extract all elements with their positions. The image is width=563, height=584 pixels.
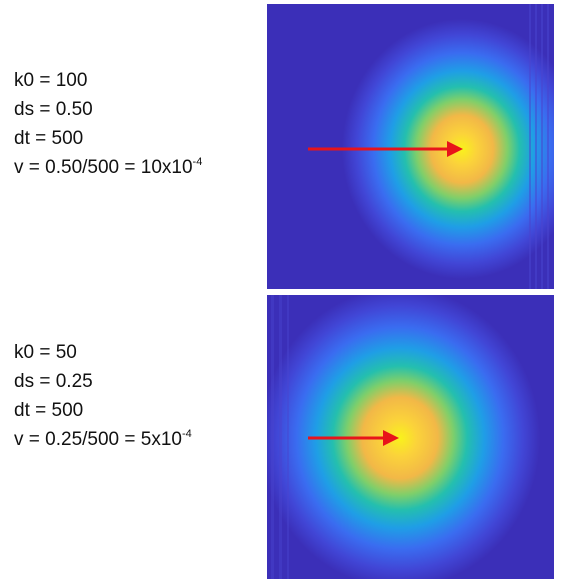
direction-arrow bbox=[308, 430, 399, 446]
velocity-text: v = 0.50/500 = 10x10 bbox=[14, 157, 193, 178]
wave-packet-plot-2 bbox=[267, 295, 554, 579]
velocity-exponent: -4 bbox=[192, 156, 203, 168]
velocity-exponent: -4 bbox=[181, 428, 192, 440]
velocity-label: v = 0.25/500 = 5x10-4 bbox=[14, 425, 192, 454]
velocity-label: v = 0.50/500 = 10x10-4 bbox=[14, 153, 202, 182]
ds-label: ds = 0.50 bbox=[14, 99, 93, 120]
k0-label: k0 = 100 bbox=[14, 70, 88, 91]
ripple-artifacts bbox=[271, 295, 289, 579]
wave-packet-plot-1 bbox=[267, 4, 554, 289]
dt-label: dt = 500 bbox=[14, 128, 84, 149]
k0-label: k0 = 50 bbox=[14, 342, 77, 363]
direction-arrow bbox=[308, 141, 463, 157]
parameters-panel-2: k0 = 50 ds = 0.25 dt = 500 v = 0.25/500 … bbox=[14, 338, 192, 454]
parameters-panel-1: k0 = 100 ds = 0.50 dt = 500 v = 0.50/500… bbox=[14, 66, 202, 182]
ripple-artifacts bbox=[529, 4, 549, 289]
velocity-text: v = 0.25/500 = 5x10 bbox=[14, 429, 182, 450]
wave-packet-intensity bbox=[267, 4, 554, 289]
ds-label: ds = 0.25 bbox=[14, 371, 93, 392]
dt-label: dt = 500 bbox=[14, 400, 84, 421]
